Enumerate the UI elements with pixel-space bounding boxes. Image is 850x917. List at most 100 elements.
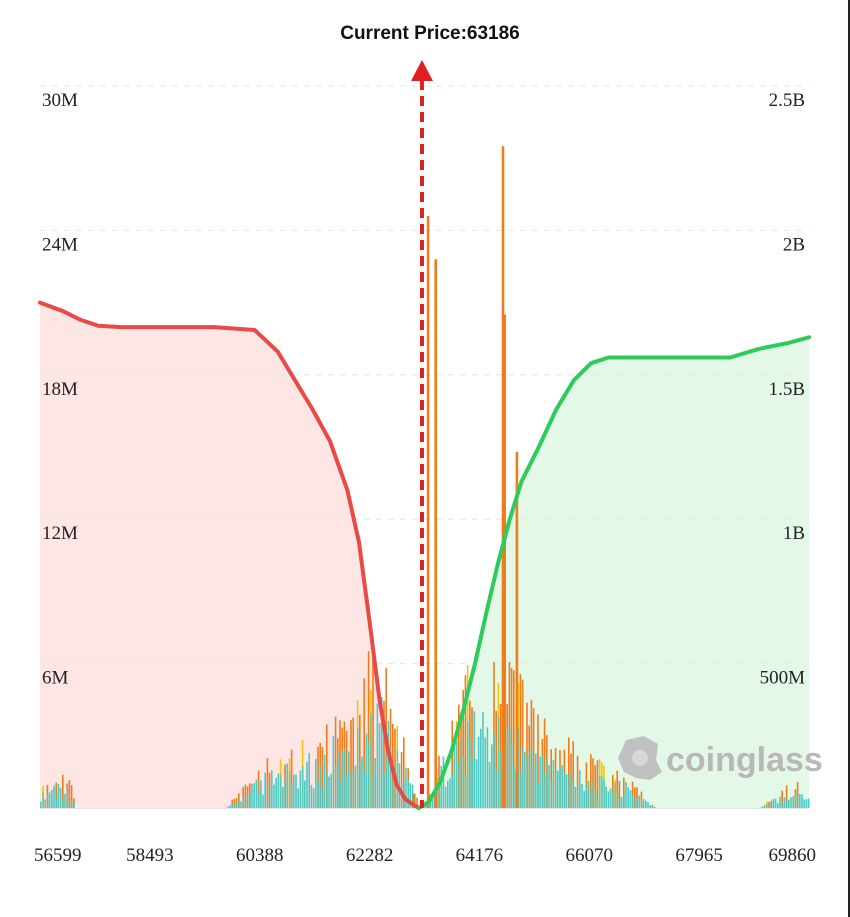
liquidation-bar xyxy=(411,784,414,808)
liquidation-bar xyxy=(770,802,773,808)
liquidation-bar xyxy=(57,783,60,808)
liquidation-bar xyxy=(592,781,594,808)
liquidation-bar xyxy=(266,780,269,808)
liquidation-bar xyxy=(390,747,392,808)
liquidation-bar xyxy=(522,747,524,808)
liquidation-bar xyxy=(442,756,445,808)
liquidation-bar xyxy=(511,742,513,808)
grid-lines xyxy=(40,85,809,809)
left-y-tick-label: 18M xyxy=(42,379,78,400)
liquidation-bar xyxy=(310,784,313,808)
liquidation-bar xyxy=(293,774,295,808)
liquidation-bar xyxy=(486,727,489,808)
liquidation-bar xyxy=(44,799,46,808)
liquidation-bar xyxy=(629,790,632,808)
liquidation-bar xyxy=(539,756,541,808)
liquidation-spike-bar xyxy=(503,314,506,808)
liquidation-bar xyxy=(783,797,786,808)
liquidation-bar xyxy=(623,793,625,808)
liquidation-bar xyxy=(264,772,266,808)
liquidation-bar xyxy=(68,780,71,808)
liquidation-bar xyxy=(590,754,592,808)
liquidation-bar xyxy=(51,789,53,808)
liquidation-bar xyxy=(227,806,229,808)
liquidation-bar xyxy=(444,786,447,808)
liquidation-bar xyxy=(766,804,768,808)
x-axis: 56599 58493 60388 62282 64176 66070 67965 69860 xyxy=(34,845,816,866)
liquidation-bar xyxy=(385,750,388,808)
liquidation-bar xyxy=(277,773,280,808)
liquidation-bar xyxy=(638,795,640,808)
liquidation-bar xyxy=(359,762,361,808)
liquidation-bar xyxy=(363,771,366,808)
liquidation-bar xyxy=(73,798,75,808)
liquidation-bar xyxy=(620,796,623,808)
liquidation-bar xyxy=(367,651,370,808)
liquidation-bar xyxy=(363,678,365,808)
long-cumulative-area xyxy=(418,337,809,808)
liquidation-bar xyxy=(233,803,236,808)
liquidation-bar xyxy=(409,783,412,808)
liquidation-bar xyxy=(343,748,346,808)
liquidation-bar xyxy=(352,770,355,808)
liquidation-bar xyxy=(634,797,636,808)
liquidation-bar xyxy=(541,754,544,808)
watermark-text: coinglass xyxy=(666,741,823,779)
liquidation-bar xyxy=(645,800,647,808)
liquidation-spike-bar xyxy=(501,146,505,808)
liquidation-bar xyxy=(295,774,297,808)
frame-right-border xyxy=(848,0,850,917)
liquidation-bar xyxy=(500,750,502,808)
liquidation-bar xyxy=(403,737,405,808)
liquidation-bar xyxy=(491,744,493,808)
liquidation-bar xyxy=(251,783,253,808)
liquidation-bar xyxy=(231,804,234,808)
liquidation-bar xyxy=(231,799,233,808)
liquidation-bar xyxy=(488,762,491,808)
liquidation-bar xyxy=(768,804,770,808)
liquidation-bar xyxy=(618,781,621,808)
liquidation-bar xyxy=(453,747,456,808)
cumulative-lines xyxy=(38,300,811,810)
liquidation-bar xyxy=(640,801,643,808)
liquidation-bar xyxy=(335,765,337,808)
liquidation-bar xyxy=(462,755,465,808)
liquidation-bar xyxy=(469,739,471,808)
liquidation-bar xyxy=(546,757,548,808)
liquidation-bar xyxy=(480,728,482,808)
liquidation-bar xyxy=(636,787,638,808)
liquidation-bar xyxy=(576,755,579,808)
liquidation-bar xyxy=(361,756,363,808)
x-tick-label: 58493 xyxy=(126,845,174,866)
liquidation-bar xyxy=(376,703,379,808)
liquidation-bar xyxy=(315,758,317,808)
liquidation-bar xyxy=(460,736,462,808)
liquidation-bar xyxy=(458,704,460,808)
coinglass-logo-icon xyxy=(618,736,662,780)
liquidation-bar xyxy=(73,803,75,808)
liquidation-bar xyxy=(308,752,310,808)
liquidation-bar xyxy=(647,802,649,808)
liquidation-bar xyxy=(797,797,799,808)
liquidation-bar xyxy=(623,777,625,808)
liquidation-bar xyxy=(495,770,498,808)
liquidation-bar xyxy=(378,723,381,808)
liquidation-bar xyxy=(394,765,396,808)
liquidation-bar xyxy=(372,772,374,808)
watermark: coinglass xyxy=(618,736,823,780)
liquidation-bar xyxy=(244,795,247,808)
liquidation-bar xyxy=(249,792,251,808)
liquidation-bar xyxy=(467,721,469,808)
liquidation-bar xyxy=(587,780,590,808)
liquidation-bar xyxy=(537,714,539,808)
liquidation-bar xyxy=(565,774,568,808)
liquidation-bar xyxy=(352,717,354,808)
liquidation-bar xyxy=(407,779,410,808)
liquidation-bar xyxy=(396,750,399,808)
liquidation-bar xyxy=(594,765,596,808)
liquidation-bar xyxy=(416,797,418,808)
liquidation-bar xyxy=(506,728,509,808)
liquidation-bar xyxy=(456,740,458,808)
liquidation-bar xyxy=(323,754,326,808)
